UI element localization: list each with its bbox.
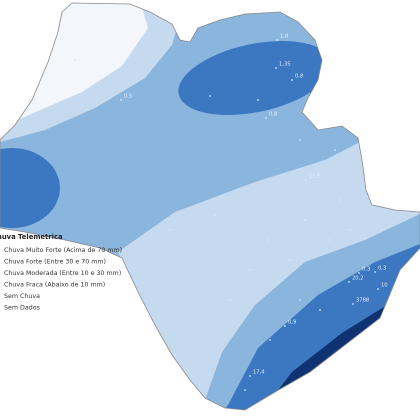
legend-item: Chuva Moderada (Entre 10 e 30 mm) [4,270,121,277]
station-dot [377,288,379,290]
station-label: 0,3 [362,267,370,273]
station-dot [214,214,216,216]
legend-item: Chuva Forte (Entre 30 e 70 mm) [4,259,106,266]
station-dot [267,239,269,241]
station-dot [299,299,301,301]
station-dot [257,99,259,101]
station-dot [304,219,306,221]
station-dot [299,139,301,141]
state-border [0,2,420,411]
station-dot [284,325,286,327]
station-dot [244,389,246,391]
legend-item: Chuva Fraca (Abaixo de 10 mm) [4,282,105,289]
station-label: 11,5 [309,174,321,180]
legend-item: Sem Chuva [4,293,40,300]
station-dot [249,269,251,271]
station-dot [120,99,122,101]
station-dot [265,117,267,119]
station-dot [291,79,293,81]
station-label: 0,8 [295,74,303,80]
station-label: 17,4 [253,370,265,376]
station-dot [339,199,341,201]
station-dot [349,229,351,231]
station-dot [275,67,277,69]
station-label: 10 [381,283,388,289]
station-label: 3788 [356,298,369,304]
legend: Chuva Telemetrica Chuva Muito Forte (Aci… [0,233,122,312]
stations: 1,8 1,35 0,8 0,5 0,8 11,5 0,3 0,3 20,2 10 3788 0,9 1… [74,34,388,391]
station-dot [329,239,331,241]
legend-title: Chuva Telemetrica [0,233,63,241]
station-label: 1,35 [279,62,291,68]
station-dot [305,179,307,181]
station-dot [374,271,376,273]
station-dot [348,281,350,283]
station-dot [209,95,211,97]
station-dot [276,39,278,41]
station-dot [174,354,176,356]
station-label: 0,9 [288,320,296,326]
legend-item: Chuva Muito Forte (Acima de 70 mm) [4,247,122,254]
station-dot [358,272,360,274]
station-dot [249,375,251,377]
station-dot [74,59,76,61]
station-label: 0,3 [378,266,386,272]
zone-light [118,136,420,400]
station-dot [229,299,231,301]
legend-item: Sem Dados [4,305,40,312]
station-label: 1,8 [280,34,288,40]
station-dot [169,229,171,231]
station-dot [289,259,291,261]
zone-strong [0,148,60,228]
station-dot [269,339,271,341]
station-dot [319,309,321,311]
station-dot [352,303,354,305]
zone-strong [178,40,332,116]
station-label: 0,5 [124,94,132,100]
station-label: 0,8 [269,112,277,118]
station-label: 20,2 [352,276,364,282]
station-dot [334,149,336,151]
